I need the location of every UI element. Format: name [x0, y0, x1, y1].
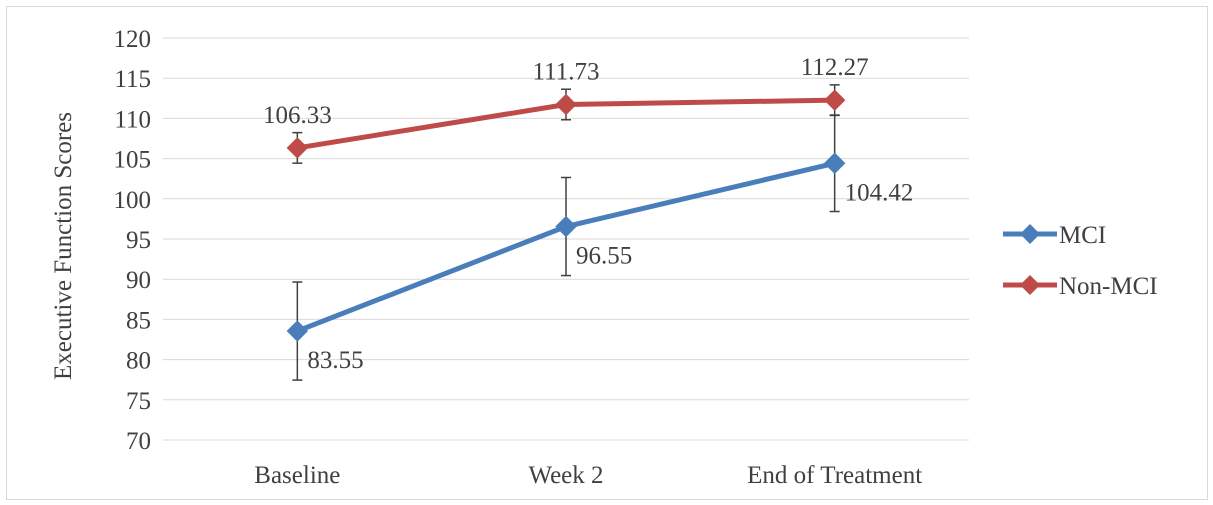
- data-label: 83.55: [307, 347, 363, 374]
- y-axis-ticks: 70 75 80 85 90 95 100 105 110 115 120: [114, 26, 152, 455]
- legend-marker: [1020, 275, 1040, 295]
- y-tick-label: 110: [114, 106, 151, 133]
- diamond-marker: [286, 320, 309, 342]
- y-tick-label: 100: [114, 187, 152, 214]
- y-axis-title: Executive Function Scores: [50, 112, 77, 380]
- y-tick-label: 90: [126, 267, 151, 294]
- y-tick-label: 70: [126, 428, 151, 455]
- legend-label: MCI: [1059, 222, 1106, 249]
- y-tick-label: 105: [114, 147, 152, 174]
- diamond-marker: [823, 89, 846, 111]
- legend-label: Non-MCI: [1059, 273, 1158, 300]
- data-labels: 83.55 96.55 104.42 106.33 111.73 112.27: [263, 54, 913, 374]
- data-label: 112.27: [801, 54, 869, 81]
- series-markers: [286, 89, 846, 342]
- y-tick-label: 80: [126, 348, 151, 375]
- x-tick-label: End of Treatment: [747, 462, 922, 489]
- diamond-marker: [555, 93, 577, 116]
- x-tick-label: Week 2: [528, 462, 603, 489]
- line-chart: 70 75 80 85 90 95 100 105 110 115 120 Baseline Week…: [50, 26, 1158, 489]
- data-label: 104.42: [845, 179, 914, 206]
- y-tick-label: 85: [126, 307, 151, 334]
- data-label: 106.33: [263, 102, 332, 129]
- y-tick-label: 115: [114, 66, 151, 93]
- chart-frame: 70 75 80 85 90 95 100 105 110 115 120 Baseline Week…: [6, 6, 1208, 500]
- diamond-marker: [286, 137, 309, 159]
- legend-marker: [1020, 224, 1040, 244]
- data-label: 111.73: [533, 58, 600, 85]
- diamond-marker: [823, 152, 846, 174]
- data-label: 96.55: [576, 243, 632, 270]
- legend: MCI Non-MCI: [1003, 222, 1158, 300]
- diamond-marker: [555, 215, 577, 238]
- y-tick-label: 75: [126, 388, 151, 415]
- y-tick-label: 95: [126, 227, 151, 254]
- x-tick-label: Baseline: [254, 462, 340, 489]
- y-tick-label: 120: [114, 26, 152, 53]
- x-axis-ticks: Baseline Week 2 End of Treatment: [254, 462, 922, 489]
